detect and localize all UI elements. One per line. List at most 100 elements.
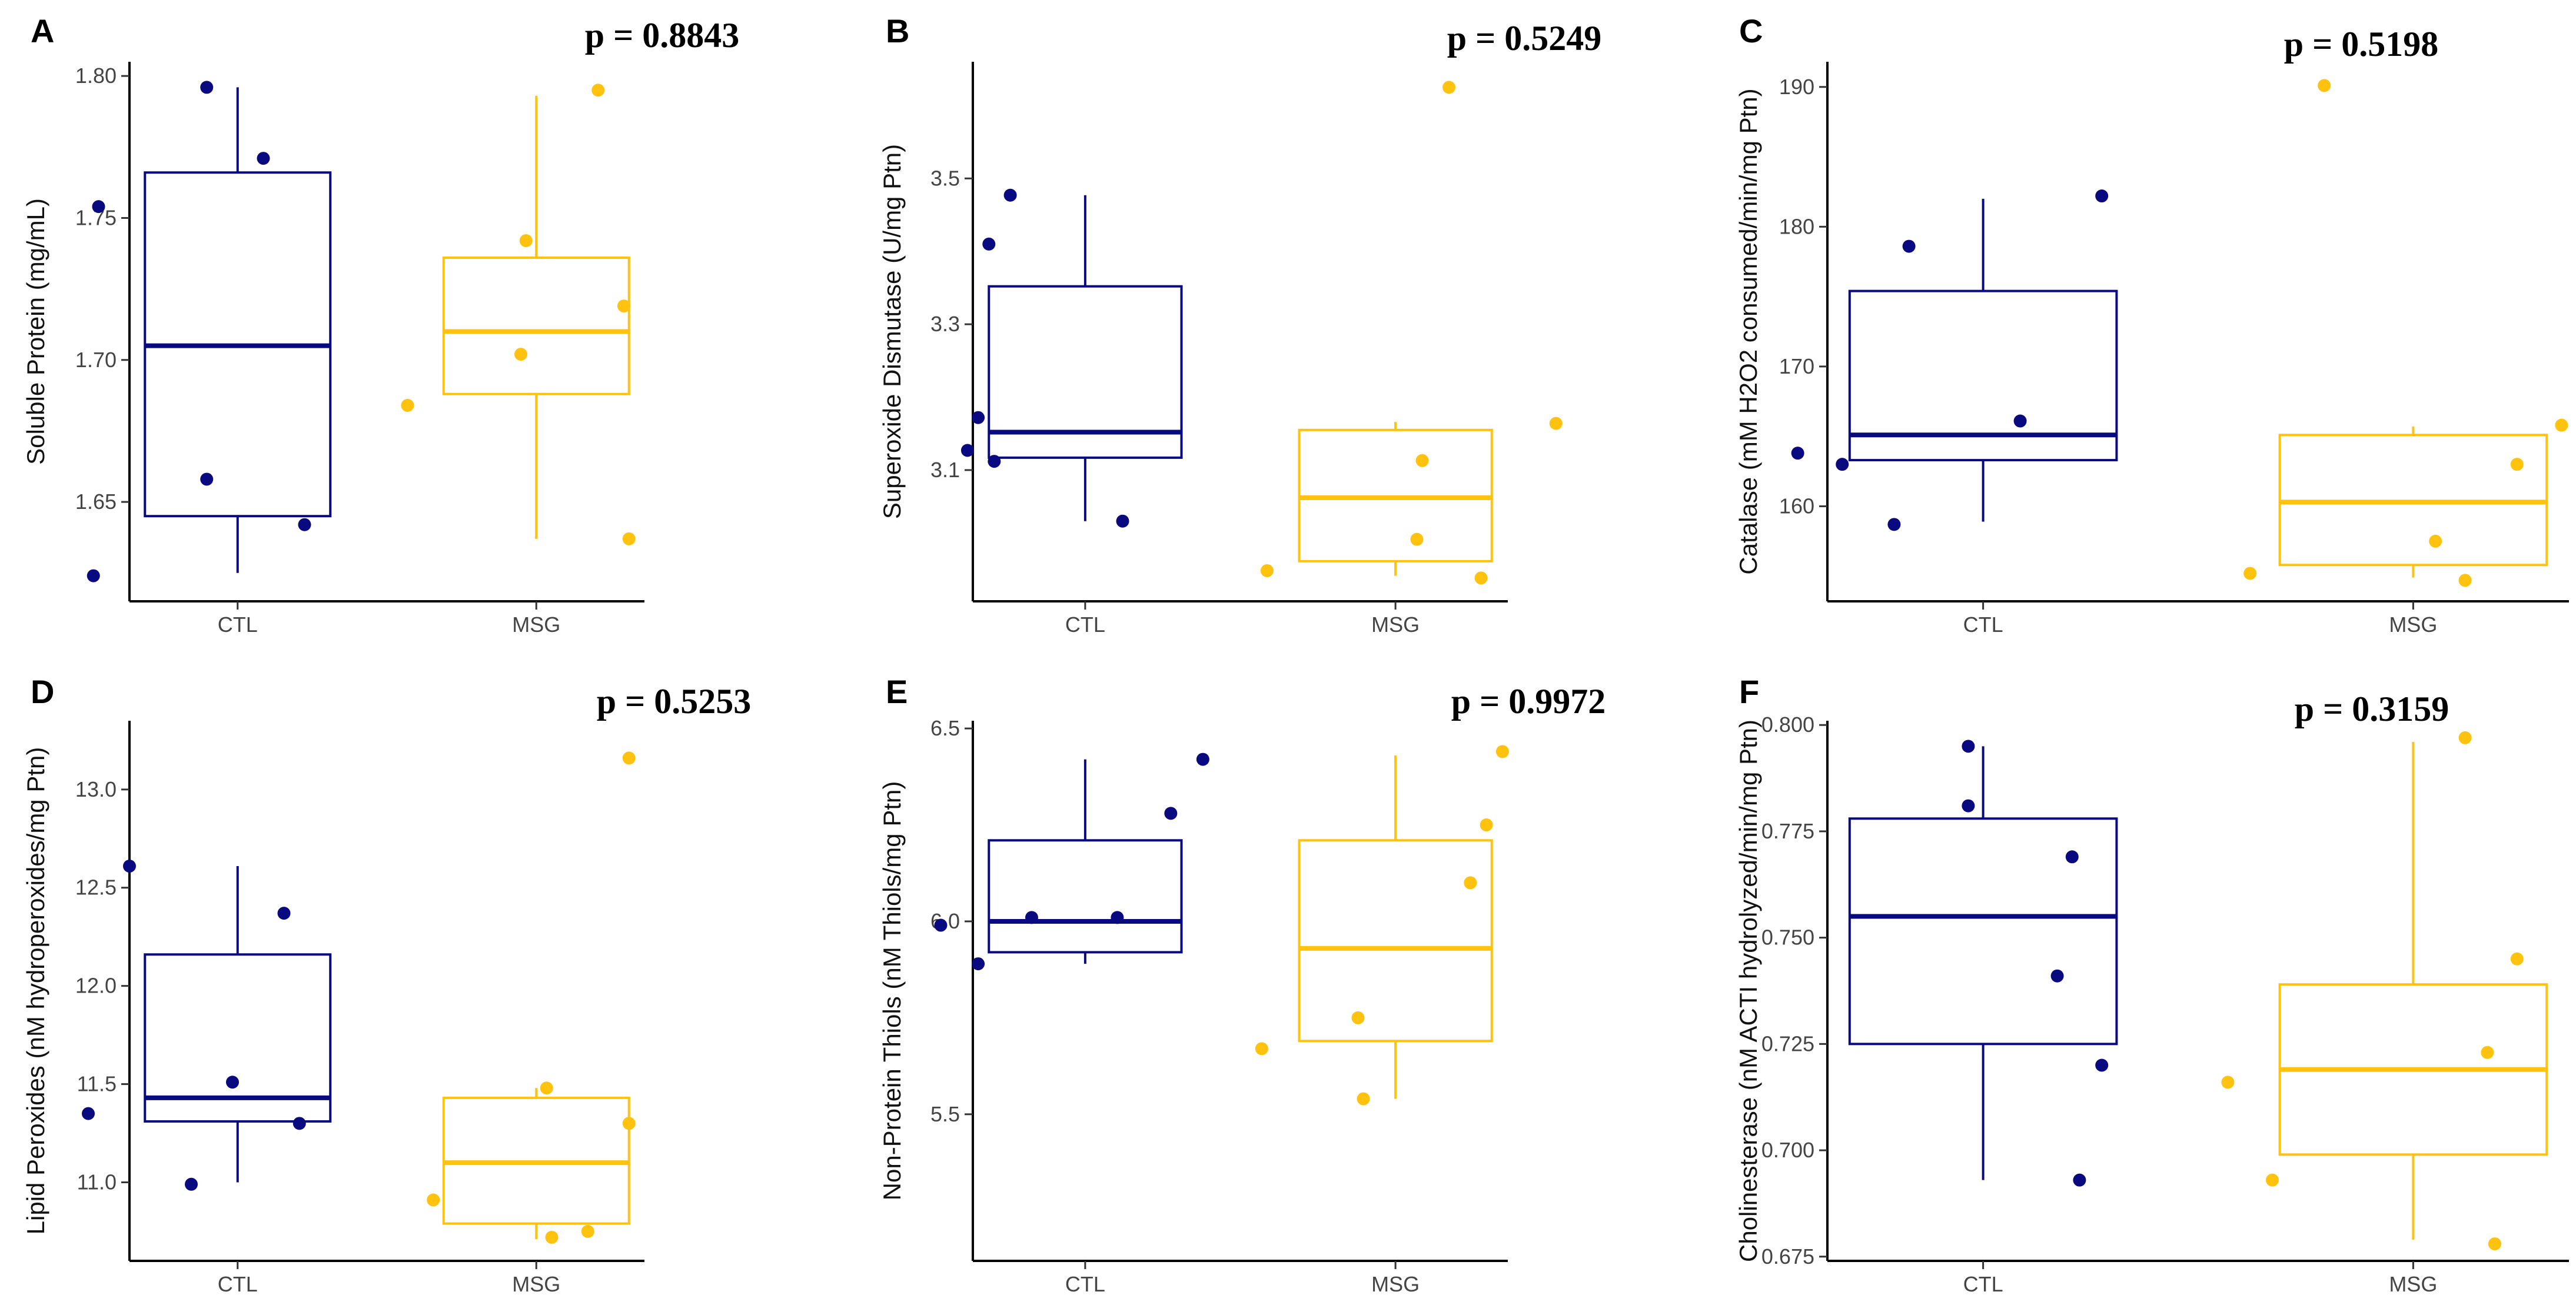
x-tick-label: MSG	[512, 612, 560, 637]
data-point	[123, 860, 136, 873]
data-point	[960, 444, 974, 457]
data-point	[2065, 850, 2079, 864]
data-point	[1260, 564, 1274, 577]
data-point	[2243, 567, 2257, 580]
box-group-msg: MSG	[1255, 745, 1509, 1296]
data-point	[1255, 1042, 1268, 1056]
y-tick-label: 0.750	[1761, 926, 1814, 950]
data-point	[2458, 731, 2472, 744]
data-point	[519, 234, 533, 248]
data-point	[401, 398, 414, 412]
data-point	[1003, 188, 1017, 202]
x-tick-label: CTL	[218, 1272, 258, 1296]
data-point	[2095, 189, 2109, 203]
data-point	[581, 1224, 594, 1238]
panel-letter: B	[886, 12, 909, 49]
y-tick-label: 1.70	[75, 348, 117, 372]
data-point	[2458, 574, 2472, 587]
box-group-ctl: CTL	[934, 753, 1209, 1296]
y-axis-title: Non-Protein Thiols (nM Thiols/mg Ptn)	[878, 781, 906, 1201]
data-point	[1116, 514, 1129, 528]
x-tick-label: MSG	[2389, 1272, 2437, 1296]
data-point	[427, 1193, 440, 1207]
y-tick-label: 13.0	[75, 777, 117, 801]
box-group-ctl: CTL	[960, 188, 1183, 637]
y-tick-label: 0.675	[1761, 1244, 1814, 1269]
box-group-ctl: CTL	[1791, 189, 2118, 637]
data-point	[1410, 532, 1424, 546]
box-group-msg: MSG	[2243, 79, 2568, 637]
y-tick-label: 0.700	[1761, 1138, 1814, 1162]
data-point	[1887, 518, 1901, 531]
data-point	[2266, 1173, 2279, 1187]
data-point	[2095, 1058, 2109, 1072]
y-tick-label: 12.0	[75, 974, 117, 998]
data-point	[1962, 740, 1975, 753]
x-tick-label: CTL	[218, 612, 258, 637]
y-tick-label: 5.5	[930, 1102, 960, 1126]
data-point	[2555, 418, 2568, 432]
y-tick-label: 1.80	[75, 64, 117, 88]
data-point	[934, 918, 948, 932]
data-point	[591, 84, 605, 97]
data-point	[1791, 447, 1804, 460]
y-tick-label: 12.5	[75, 875, 117, 900]
y-axis-title: Lipid Peroxides (nM hydroperoxides/mg Pt…	[22, 747, 49, 1235]
data-point	[1474, 571, 1488, 585]
box-group-msg: MSG	[401, 84, 636, 637]
panel-letter: F	[1739, 673, 1759, 710]
y-tick-label: 11.0	[77, 1170, 117, 1194]
x-tick-label: MSG	[2389, 612, 2437, 637]
x-tick-label: CTL	[1963, 1272, 2003, 1296]
box-group-ctl: CTL	[1848, 740, 2118, 1296]
panel-letter: E	[886, 673, 908, 710]
iqr-box	[144, 953, 332, 1123]
x-tick-label: MSG	[1371, 1272, 1420, 1296]
data-point	[972, 957, 985, 971]
y-tick-label: 0.725	[1761, 1031, 1814, 1056]
data-point	[514, 348, 527, 361]
x-tick-label: CTL	[1963, 612, 2003, 637]
data-point	[226, 1076, 239, 1089]
p-value-label: p = 0.5249	[1447, 19, 1602, 58]
data-point	[617, 299, 630, 313]
data-point	[1902, 239, 1916, 253]
p-value-label: p = 0.5198	[2284, 25, 2439, 64]
data-point	[87, 569, 100, 582]
data-point	[2013, 414, 2027, 428]
box-group-msg: MSG	[2221, 731, 2548, 1296]
data-point	[972, 411, 985, 424]
p-value-label: p = 0.5253	[597, 682, 752, 721]
y-axis-title: Superoxide Dismutase (U/mg Ptn)	[878, 144, 906, 519]
data-point	[200, 472, 214, 486]
data-point	[545, 1230, 559, 1244]
data-point	[200, 81, 214, 94]
y-axis-title: Catalase (mM H2O2 consumed/min/mg Ptn)	[1734, 88, 1762, 574]
iqr-box	[1848, 817, 2118, 1046]
data-point	[92, 200, 105, 214]
data-point	[1962, 799, 1975, 813]
x-tick-label: CTL	[1065, 612, 1105, 637]
data-point	[1549, 417, 1563, 430]
data-point	[1442, 81, 1456, 94]
data-point	[292, 1117, 306, 1130]
data-point	[298, 518, 311, 531]
data-point	[1357, 1092, 1370, 1106]
box-group-ctl: CTL	[87, 81, 332, 637]
box-group-msg: MSG	[1260, 81, 1563, 637]
data-point	[82, 1107, 95, 1120]
data-point	[982, 237, 996, 251]
data-point	[2073, 1173, 2086, 1187]
data-point	[1164, 807, 1178, 820]
y-tick-label: 160	[1779, 494, 1814, 518]
panel-letter: A	[31, 12, 54, 49]
y-tick-label: 170	[1779, 354, 1814, 378]
y-tick-label: 190	[1779, 75, 1814, 99]
data-point	[1415, 454, 1429, 467]
